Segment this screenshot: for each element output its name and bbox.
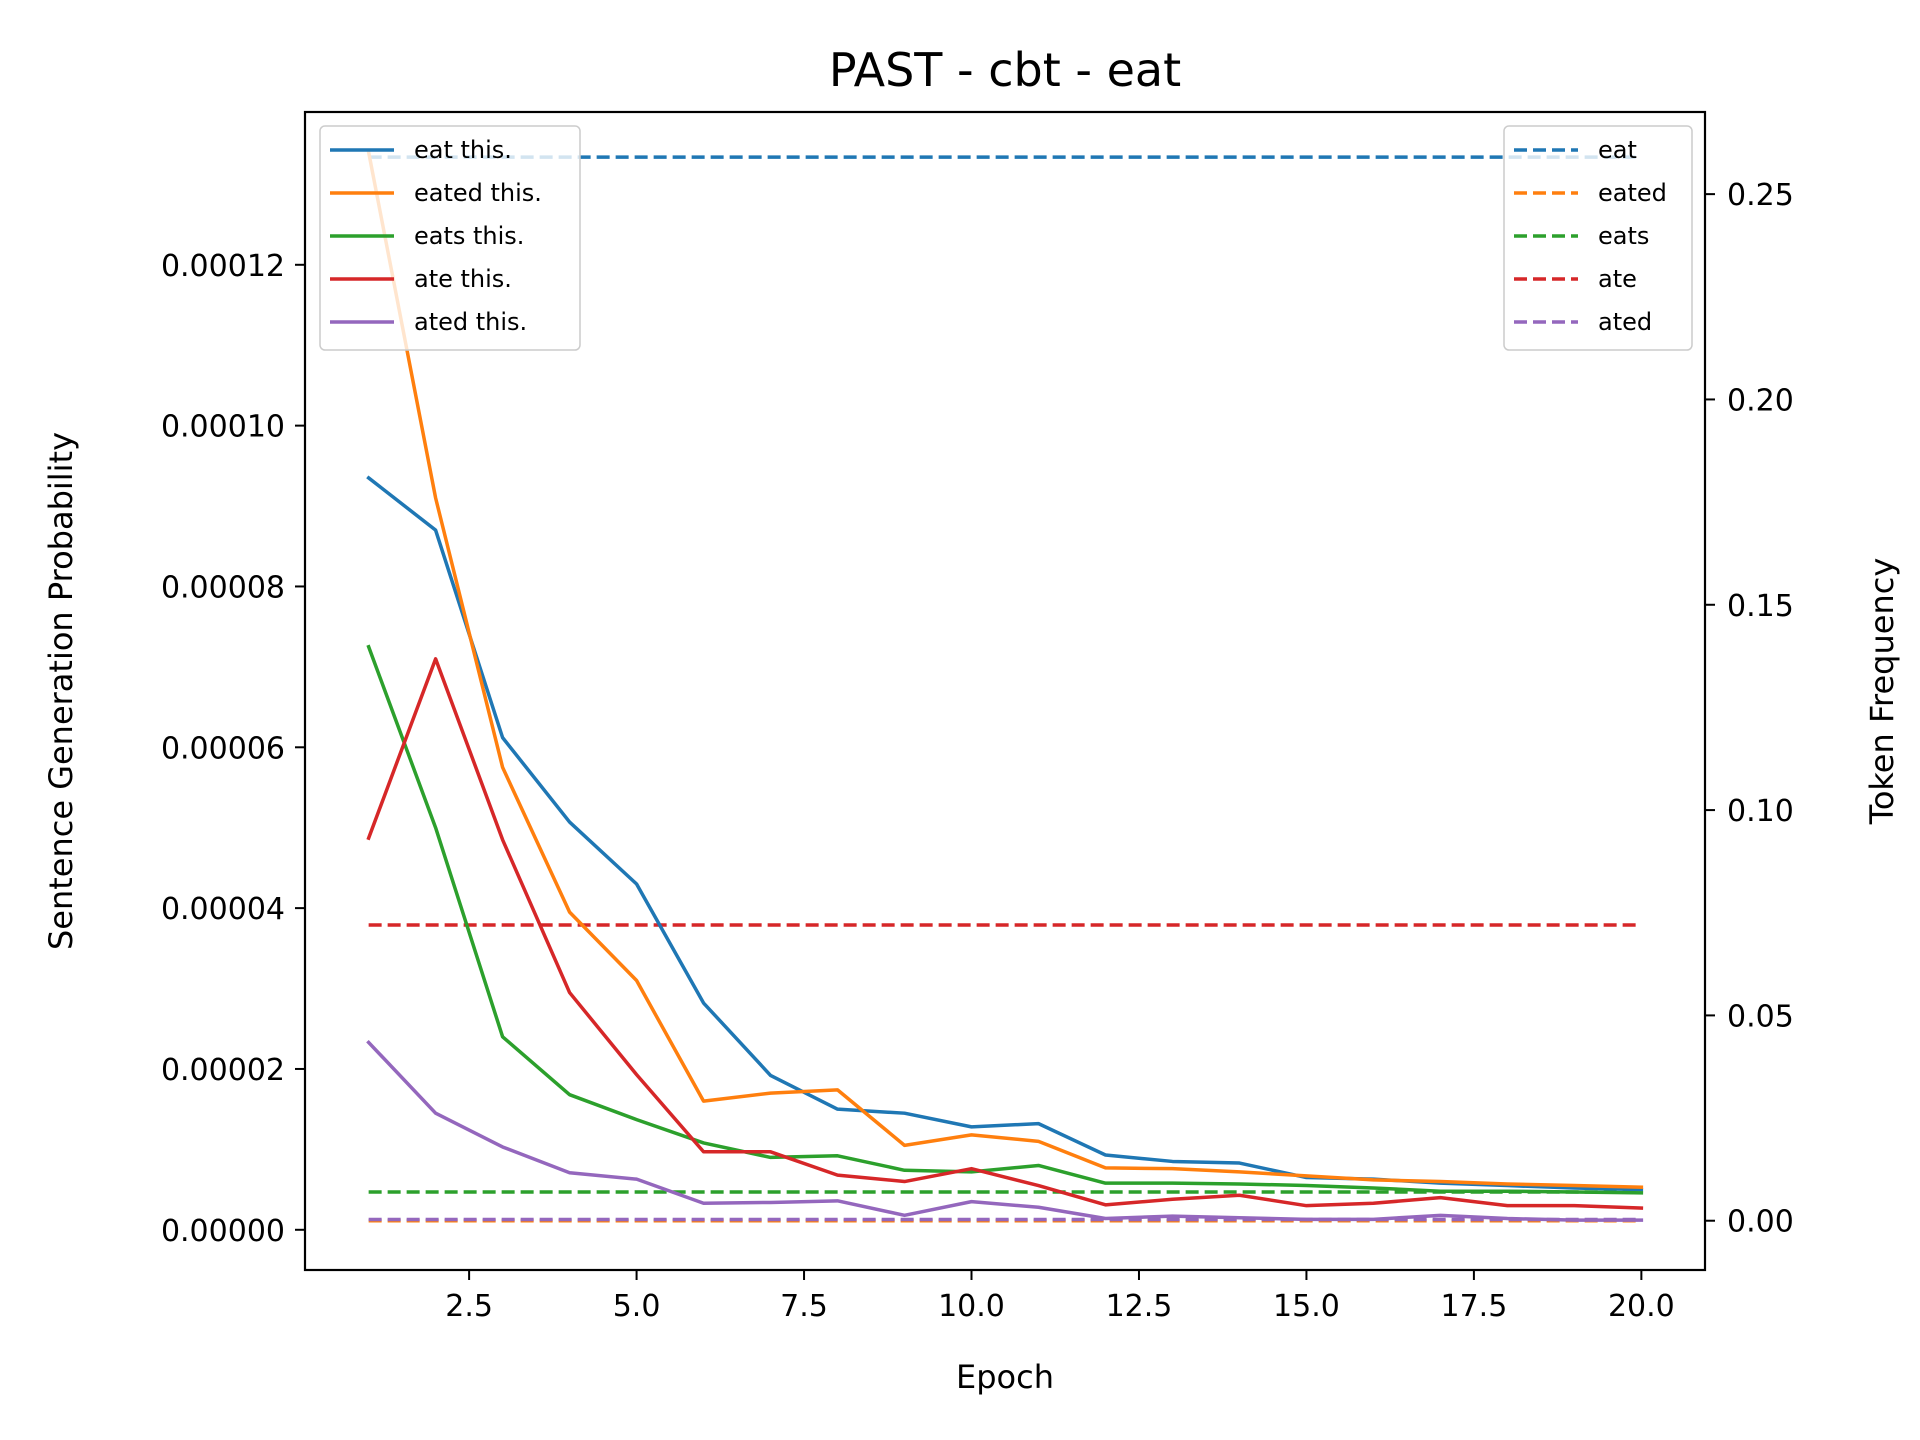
- y2-tick-label: 0.25: [1727, 178, 1794, 213]
- series-line-eats-this: [366, 644, 1644, 1195]
- y2-tick-label: 0.15: [1727, 589, 1794, 624]
- legend-entry-label: ate this.: [414, 265, 512, 293]
- plot-frame: [303, 110, 1707, 1272]
- y-tick-label: 0.00008: [161, 570, 285, 605]
- x-tick-label: 7.5: [780, 1289, 828, 1324]
- legend-left: eat this. eated this. eats this. ate this. a…: [319, 125, 581, 351]
- y2-tick-label: 0.00: [1727, 1205, 1794, 1240]
- series-layer: [366, 150, 1644, 1223]
- y-axis-right: 0.00 0.05 0.10 0.15 0.20 0.25: [1705, 178, 1794, 1240]
- chart-title: PAST - cbt - eat: [829, 43, 1181, 97]
- legend-box: [1503, 125, 1693, 351]
- y-tick-label: 0.00006: [161, 731, 285, 766]
- legend-entry-label: eated: [1598, 179, 1667, 207]
- y2-tick-label: 0.20: [1727, 383, 1794, 418]
- series-line-ated-this: [366, 1039, 1644, 1222]
- x-tick-label: 20.0: [1608, 1289, 1675, 1324]
- y-tick-label: 0.00012: [161, 249, 285, 284]
- legend-entry-label: ate: [1598, 265, 1637, 293]
- x-tick-label: 15.0: [1273, 1289, 1340, 1324]
- x-tick-label: 10.0: [938, 1289, 1005, 1324]
- x-tick-label: 17.5: [1441, 1289, 1508, 1324]
- x-axis-label: Epoch: [956, 1358, 1054, 1396]
- y2-tick-label: 0.05: [1727, 999, 1794, 1034]
- x-axis: 2.5 5.0 7.5 10.0 12.5 15.0 17.5 20.0: [445, 1270, 1675, 1324]
- legend-entry-label: eated this.: [414, 179, 542, 207]
- y-tick-label: 0.00004: [161, 892, 285, 927]
- legend-right: eat eated eats ate ated: [1503, 125, 1693, 351]
- y-tick-label: 0.00010: [161, 410, 285, 445]
- series-line-eated-this: [366, 150, 1644, 1189]
- x-tick-label: 5.0: [613, 1289, 661, 1324]
- legend-entry-label: eat this.: [414, 136, 512, 164]
- x-tick-label: 12.5: [1106, 1289, 1173, 1324]
- y2-axis-label: Token Frequency: [1863, 558, 1901, 826]
- y-axis-left: 0.00000 0.00002 0.00004 0.00006 0.00008 0.000…: [161, 249, 305, 1249]
- legend-entry-label: eats this.: [414, 222, 524, 250]
- y2-tick-label: 0.10: [1727, 794, 1794, 829]
- legend-entry-label: eats: [1598, 222, 1649, 250]
- legend-entry-label: ated: [1598, 308, 1652, 336]
- y-tick-label: 0.00002: [161, 1053, 285, 1088]
- legend-entry-label: ated this.: [414, 308, 527, 336]
- legend-entry-label: eat: [1598, 136, 1637, 164]
- y-tick-label: 0.00000: [161, 1214, 285, 1249]
- x-tick-label: 2.5: [445, 1289, 493, 1324]
- y-axis-label: Sentence Generation Probability: [42, 432, 80, 950]
- legend-box: [319, 125, 581, 351]
- series-line-ate-this: [366, 657, 1644, 1210]
